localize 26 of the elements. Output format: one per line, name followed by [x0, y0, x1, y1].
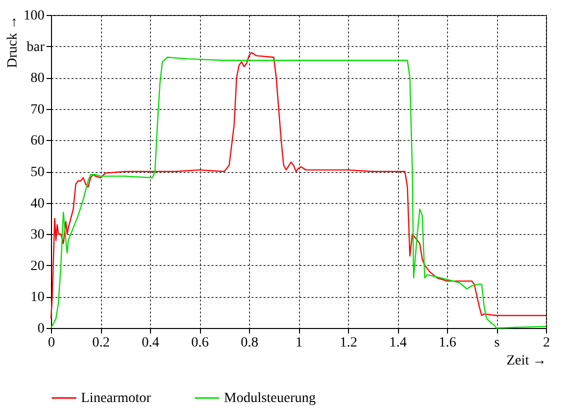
y-tick-label: 0 [38, 322, 44, 336]
y-tick-label: 10 [30, 290, 44, 306]
x-tick-label: 2 [543, 336, 550, 350]
x-tick-label: 0 [48, 336, 55, 350]
x-tick-label: 1.4 [389, 336, 407, 350]
x-tick-label: 0.6 [191, 336, 209, 350]
y-tick-label: 40 [30, 196, 44, 212]
y-tick-label: 50 [30, 165, 44, 180]
x-tick-label: 1.2 [340, 336, 358, 350]
y-tick-label: 60 [30, 134, 44, 149]
y-tick-label: 70 [30, 102, 44, 118]
y-tick-label: 30 [30, 228, 44, 243]
x-tick-label: 0.2 [92, 336, 110, 350]
x-tick-label: 0.8 [240, 336, 258, 350]
x-axis-title: Zeit → [506, 354, 546, 368]
legend-label: Linearmotor [81, 391, 152, 406]
x-tick-label: 1 [296, 336, 302, 350]
y-tick-label: 80 [30, 71, 44, 86]
x-tick-label: 0.4 [142, 336, 160, 350]
y-axis-title: Druck → [6, 16, 20, 68]
y-tick-label: 20 [30, 258, 44, 274]
legend-label: Modulsteuerung [224, 391, 316, 406]
y-tick-label: 100 [24, 8, 44, 24]
x-tick-label: s [494, 336, 500, 350]
x-tick-label: 1.6 [438, 336, 456, 350]
y-tick-label: bar [26, 40, 45, 55]
